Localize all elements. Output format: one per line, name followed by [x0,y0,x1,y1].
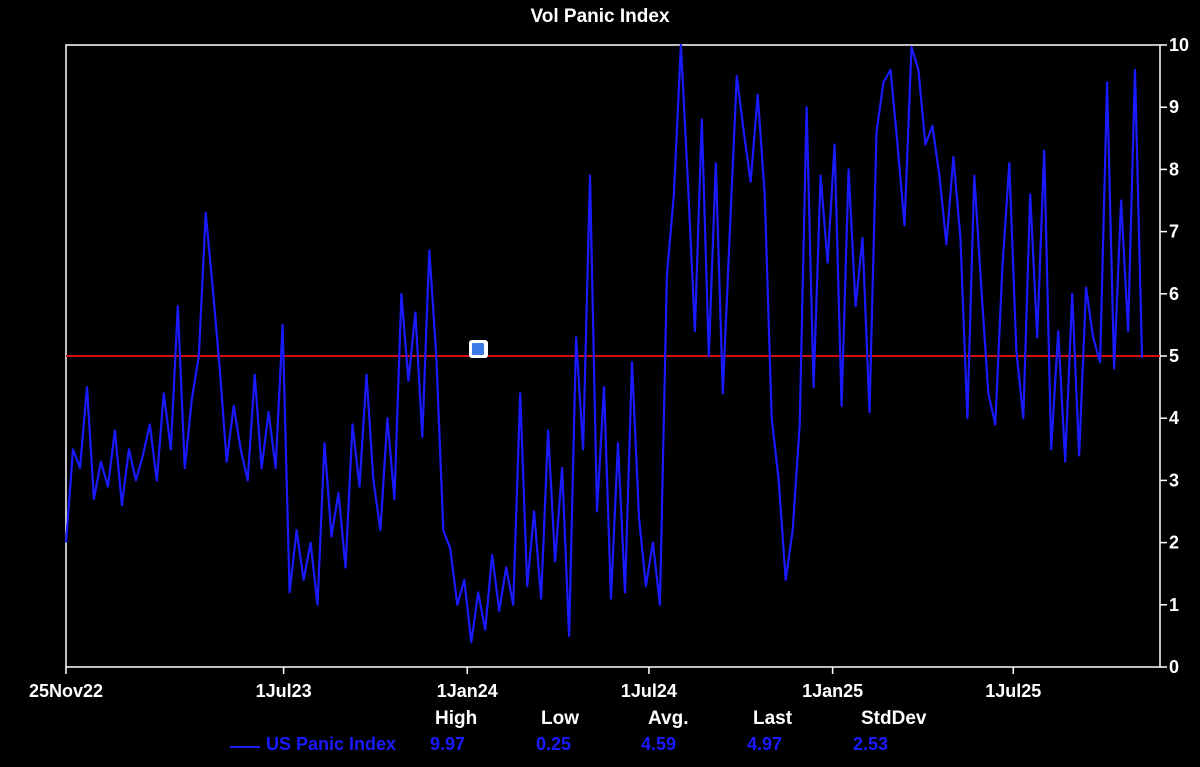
stats-header: High Low Avg. Last StdDev [0,708,1200,734]
legend-series-name: US Panic Index [266,734,397,754]
x-tick-label-25Nov22: 25Nov22 [29,681,103,701]
y-tick-label-10: 10 [1169,35,1189,55]
y-tick-label-9: 9 [1169,97,1179,117]
stats-row: US Panic Index 9.97 0.25 4.59 4.97 2.53 [0,734,1200,760]
legend-swatch [230,746,260,748]
y-tick-label-8: 8 [1169,159,1179,179]
x-tick-label-1Jan24: 1Jan24 [437,681,498,701]
stat-header-avg: Avg. [648,708,689,729]
y-tick-label-0: 0 [1169,657,1179,677]
stat-value-avg: 4.59 [641,734,677,754]
y-tick-label-4: 4 [1169,408,1179,428]
series-group [64,43,1160,644]
x-tick-label-1Jul25: 1Jul25 [985,681,1041,701]
stat-header-last: Last [753,708,793,729]
y-tick-label-5: 5 [1169,346,1179,366]
x-tick-label-1Jan25: 1Jan25 [802,681,863,701]
stat-header-stddev: StdDev [861,708,927,729]
stat-value-low: 0.25 [536,734,572,754]
x-axis: 25Nov22 1Jul23 1Jan24 1Jul24 1Jan25 1Jul25 [29,667,1041,701]
stat-value-last: 4.97 [747,734,783,754]
y-tick-label-1: 1 [1169,595,1179,615]
y-tick-label-7: 7 [1169,222,1179,242]
x-tick-label-1Jul23: 1Jul23 [256,681,312,701]
y-tick-label-2: 2 [1169,533,1179,553]
marker-icon[interactable] [469,340,488,358]
y-axis: 0 1 2 3 4 5 6 7 8 9 10 [1160,35,1189,677]
stat-value-stddev: 2.53 [853,734,889,754]
stat-value-high: 9.97 [430,734,466,754]
stat-header-low: Low [541,708,579,729]
y-tick-label-3: 3 [1169,470,1179,490]
stat-header-high: High [435,708,478,729]
series-line-0 [64,43,1144,644]
x-tick-label-1Jul24: 1Jul24 [621,681,677,701]
chart-title: Vol Panic Index [530,6,670,27]
y-tick-label-6: 6 [1169,284,1179,304]
